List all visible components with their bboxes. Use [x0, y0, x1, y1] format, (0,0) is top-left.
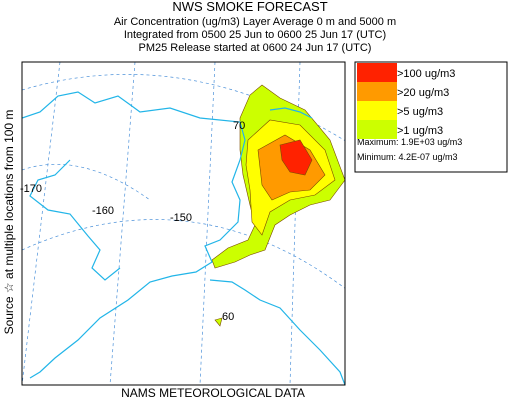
- subtitle: PM25 Release started at 0600 24 Jun 17 (…: [139, 42, 372, 54]
- map-frame: [21, 61, 346, 386]
- subtitle: Integrated from 0500 25 Jun to 0600 25 J…: [124, 29, 386, 41]
- map: -170 -160 -150 70 60: [20, 61, 346, 386]
- plume: [211, 84, 345, 327]
- title: NWS SMOKE FORECAST: [172, 0, 327, 14]
- legend-maximum: Maximum: 1.9E+03 ug/m3: [357, 137, 462, 147]
- legend-swatch: [357, 82, 397, 101]
- grid-label: 70: [233, 120, 245, 132]
- legend-label: >100 ug/m3: [397, 68, 455, 80]
- subtitle: Air Concentration (ug/m3) Layer Average …: [114, 16, 396, 28]
- grid-label: -160: [92, 205, 114, 217]
- grid-label: -170: [20, 183, 42, 195]
- legend-swatch: [357, 101, 397, 120]
- legend: Maximum: 1.9E+03 ug/m3 Minimum: 4.2E-07 …: [354, 61, 508, 173]
- grid-label: 60: [222, 311, 234, 323]
- legend-label: >20 ug/m3: [397, 87, 449, 99]
- legend-swatch: [357, 63, 397, 82]
- legend-label: >5 ug/m3: [397, 106, 443, 118]
- legend-swatch: [357, 120, 397, 139]
- legend-minimum: Minimum: 4.2E-07 ug/m3: [357, 152, 458, 162]
- grid-label: -150: [170, 212, 192, 224]
- legend-frame: [354, 61, 508, 173]
- coastline: [22, 91, 345, 385]
- legend-label: >1 ug/m3: [397, 125, 443, 137]
- side-label: Source ☆ at multiple locations from 100 …: [2, 110, 16, 335]
- footer: NAMS METEOROLOGICAL DATA: [121, 386, 305, 400]
